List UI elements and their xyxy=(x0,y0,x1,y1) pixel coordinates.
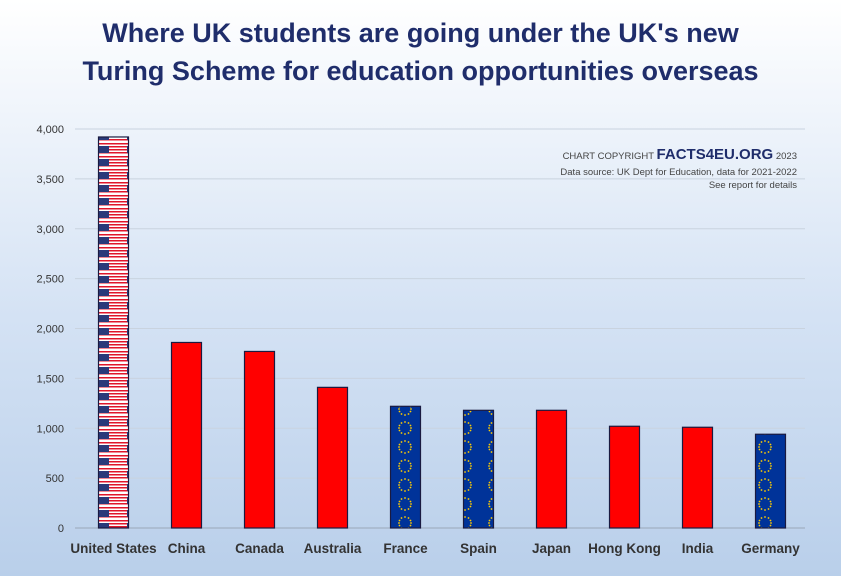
x-axis-labels: United States China Canada Australia France S… xyxy=(70,541,800,556)
x-tick-label: China xyxy=(168,541,206,556)
chart-title: Where UK students are going under the UK… xyxy=(0,14,841,90)
bar-china xyxy=(170,341,203,529)
bar-hong-kong xyxy=(608,425,641,529)
bars xyxy=(97,136,787,529)
y-tick-label: 2,000 xyxy=(36,324,64,336)
x-tick-label: Canada xyxy=(235,541,284,556)
bar-france xyxy=(389,405,422,529)
y-tick-label: 3,000 xyxy=(36,224,64,236)
bar-japan xyxy=(535,409,568,529)
bar-united-states xyxy=(97,136,130,529)
bar-germany xyxy=(754,433,787,529)
y-tick-label: 1,000 xyxy=(36,423,64,435)
x-tick-label: Spain xyxy=(460,541,497,556)
y-tick-label: 1,500 xyxy=(36,373,64,385)
bar-india xyxy=(681,426,714,529)
bar-australia xyxy=(316,386,349,529)
y-tick-label: 500 xyxy=(46,473,64,485)
bar-spain xyxy=(462,409,495,529)
credit-source: Data source: UK Dept for Education, data… xyxy=(560,167,797,178)
y-tick-label: 3,500 xyxy=(36,174,64,186)
x-tick-label: Japan xyxy=(532,541,571,556)
credit-year: 2023 xyxy=(775,151,797,162)
bar-canada xyxy=(243,350,276,529)
credit-brand: FACTS4EU.ORG xyxy=(656,146,774,163)
y-tick-label: 2,500 xyxy=(36,274,64,286)
x-tick-label: India xyxy=(682,541,714,556)
x-tick-label: Germany xyxy=(741,541,800,556)
credit-note: See report for details xyxy=(708,180,797,191)
credit-prefix: CHART COPYRIGHT xyxy=(562,151,654,162)
x-tick-label: United States xyxy=(70,541,156,556)
title-line-2: Turing Scheme for education opportunitie… xyxy=(82,56,759,86)
chart-credit: CHART COPYRIGHT FACTS4EU.ORG 2023 Data s… xyxy=(560,146,797,192)
y-axis: 0 500 1,000 1,500 2,000 2,500 3,000 3,500 4,000 xyxy=(36,124,64,535)
x-tick-label: Australia xyxy=(304,541,362,556)
title-line-1: Where UK students are going under the UK… xyxy=(102,18,739,48)
x-tick-label: France xyxy=(383,541,428,556)
x-tick-label: Hong Kong xyxy=(588,541,661,556)
y-tick-label: 0 xyxy=(58,523,64,535)
y-tick-label: 4,000 xyxy=(36,124,64,136)
